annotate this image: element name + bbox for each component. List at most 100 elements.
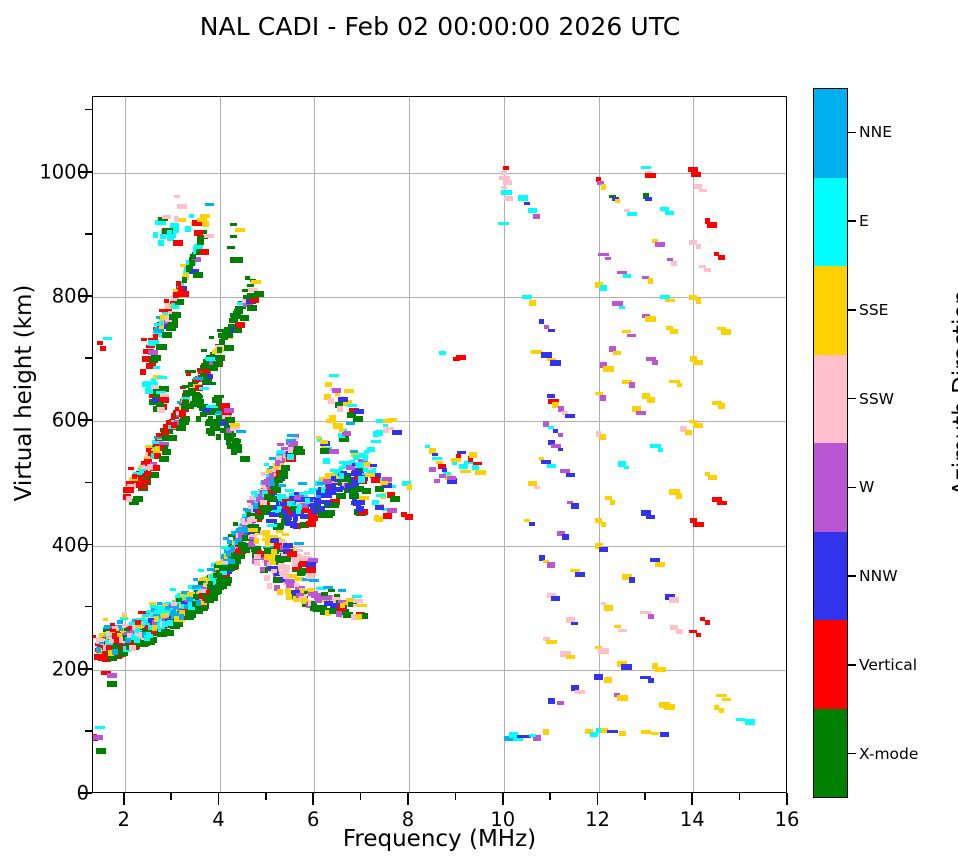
data-point bbox=[139, 469, 146, 475]
data-point bbox=[321, 596, 328, 600]
data-point bbox=[354, 462, 364, 466]
data-point bbox=[248, 536, 254, 540]
data-point bbox=[324, 394, 332, 400]
data-point bbox=[628, 577, 635, 584]
y-tick bbox=[80, 543, 92, 546]
data-point bbox=[267, 523, 278, 527]
data-point bbox=[148, 451, 153, 456]
data-point bbox=[242, 526, 248, 533]
data-point bbox=[192, 272, 203, 279]
data-point bbox=[621, 664, 633, 671]
data-point bbox=[292, 522, 298, 529]
data-point bbox=[266, 562, 272, 569]
data-point bbox=[279, 501, 287, 506]
data-point bbox=[181, 277, 187, 284]
data-point bbox=[623, 208, 630, 212]
data-point bbox=[617, 660, 628, 667]
gridline-vertical bbox=[693, 97, 695, 792]
data-point bbox=[226, 443, 234, 449]
data-point bbox=[328, 608, 337, 615]
data-point bbox=[315, 587, 326, 591]
data-point bbox=[288, 440, 298, 446]
data-point bbox=[225, 440, 231, 446]
data-point bbox=[144, 456, 153, 461]
data-marks-layer bbox=[93, 97, 786, 792]
data-point bbox=[207, 568, 216, 572]
data-point bbox=[221, 414, 231, 419]
data-point bbox=[200, 214, 211, 219]
data-point bbox=[214, 584, 224, 590]
data-point bbox=[295, 549, 303, 553]
data-point bbox=[644, 196, 652, 201]
data-point bbox=[650, 558, 661, 563]
data-point bbox=[270, 538, 280, 544]
data-point bbox=[711, 400, 722, 405]
colorbar-segment-vertical bbox=[814, 620, 847, 709]
data-point bbox=[157, 217, 168, 222]
data-point bbox=[178, 613, 184, 620]
data-point bbox=[328, 373, 339, 377]
data-point bbox=[223, 433, 234, 440]
data-point bbox=[603, 604, 613, 611]
data-point bbox=[348, 484, 357, 491]
data-point bbox=[689, 518, 697, 524]
data-point bbox=[278, 483, 287, 487]
data-point bbox=[305, 502, 314, 507]
data-point bbox=[184, 613, 194, 620]
data-point bbox=[503, 180, 512, 186]
data-point bbox=[166, 235, 174, 241]
data-point bbox=[170, 222, 179, 228]
data-point bbox=[668, 489, 680, 496]
data-point bbox=[150, 607, 157, 612]
data-point bbox=[224, 326, 234, 332]
data-point bbox=[227, 245, 236, 249]
data-point bbox=[322, 585, 333, 589]
data-point bbox=[176, 401, 187, 405]
data-point bbox=[539, 456, 545, 461]
data-point bbox=[266, 469, 272, 474]
data-point bbox=[153, 435, 163, 439]
data-point bbox=[100, 670, 111, 675]
data-point bbox=[211, 578, 219, 585]
data-point bbox=[158, 240, 165, 246]
data-point bbox=[239, 546, 250, 553]
data-point bbox=[188, 388, 195, 395]
data-point bbox=[276, 505, 282, 512]
data-point bbox=[183, 267, 189, 274]
data-point bbox=[141, 476, 150, 483]
data-point bbox=[240, 314, 250, 321]
data-point bbox=[600, 602, 606, 606]
data-point bbox=[550, 359, 562, 366]
data-point bbox=[116, 620, 123, 625]
data-point bbox=[162, 308, 173, 313]
data-point bbox=[102, 656, 111, 663]
data-point bbox=[263, 531, 271, 537]
data-point bbox=[459, 463, 468, 469]
data-point bbox=[565, 617, 575, 624]
data-point bbox=[594, 392, 603, 396]
data-point bbox=[215, 415, 222, 422]
data-point bbox=[216, 403, 225, 407]
data-point bbox=[168, 231, 176, 238]
data-point bbox=[597, 180, 605, 185]
x-tick bbox=[691, 793, 694, 805]
data-point bbox=[198, 569, 205, 573]
x-axis-label: Frequency (MHz) bbox=[342, 826, 537, 852]
data-point bbox=[238, 532, 245, 538]
data-point bbox=[121, 615, 127, 619]
data-point bbox=[154, 615, 160, 622]
colorbar-tick-label-vertical: Vertical bbox=[859, 655, 918, 674]
colorbar-tick bbox=[848, 575, 856, 577]
data-point bbox=[201, 368, 210, 374]
data-point bbox=[279, 571, 290, 575]
data-point bbox=[259, 566, 265, 572]
data-point bbox=[695, 633, 701, 637]
data-point bbox=[693, 360, 703, 366]
data-point bbox=[242, 534, 251, 541]
data-point bbox=[339, 602, 345, 608]
data-point bbox=[113, 624, 124, 628]
data-point bbox=[432, 453, 439, 457]
data-point bbox=[215, 560, 222, 565]
colorbar-label: Azimuth Direction bbox=[949, 290, 958, 496]
